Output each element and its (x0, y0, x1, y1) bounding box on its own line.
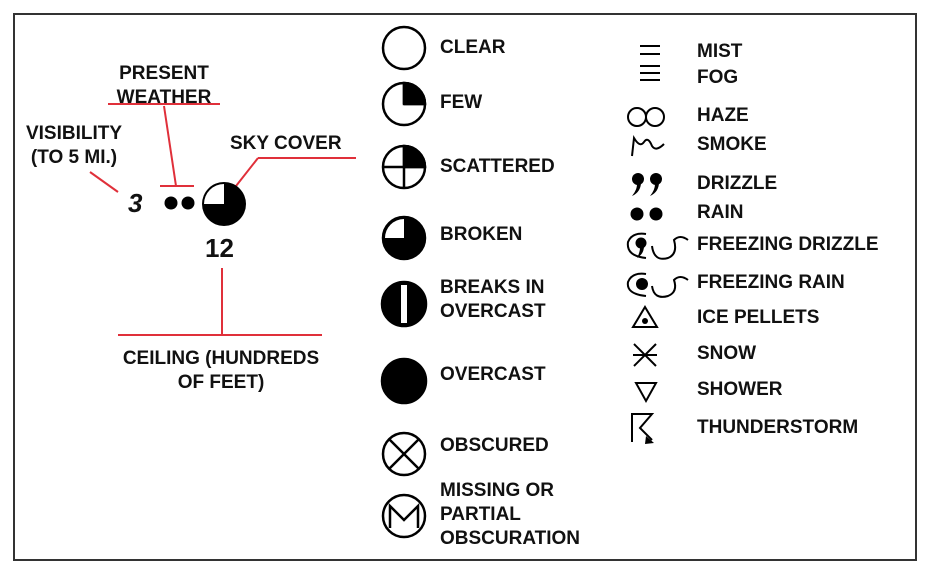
weather-label-thunderstorm: THUNDERSTORM (697, 417, 859, 438)
rain-dot-icon (181, 196, 195, 210)
rain-icon (630, 207, 663, 221)
rain-dot-icon (164, 196, 178, 210)
weather-label-drizzle: DRIZZLE (697, 173, 778, 194)
present-weather-label: PRESENT WEATHER (116, 63, 212, 108)
station-model (89, 103, 356, 336)
thunderstorm-icon (631, 413, 655, 444)
obscured-circle-icon (381, 431, 427, 477)
weather-label-haze: HAZE (697, 105, 749, 126)
diagram-frame (13, 13, 917, 561)
weather-label-freezing-drizzle: FREEZING DRIZZLE (697, 234, 879, 255)
sky-cover-label-clear: CLEAR (440, 37, 506, 58)
weather-label-rain: RAIN (697, 202, 744, 223)
sky-cover-label-overcast: OVERCAST (440, 364, 546, 385)
breaks-in-overcast-icon (380, 280, 428, 328)
visibility-value: 3 (128, 188, 143, 218)
sky-cover-label-few: FEW (440, 92, 483, 113)
station-sky-cover-icon (202, 182, 246, 226)
weather-label-shower: SHOWER (697, 379, 783, 400)
overcast-circle-icon (380, 357, 428, 405)
fog-icon (640, 65, 660, 81)
drizzle-icon (632, 173, 662, 196)
sky-cover-label-breaks: BREAKS IN OVERCAST (440, 277, 546, 322)
broken-circle-icon (381, 215, 427, 261)
weather-label-ice-pellets: ICE PELLETS (697, 307, 820, 328)
sky-cover-leader (235, 157, 259, 187)
freezing-rain-icon (626, 272, 689, 298)
weather-label-mist: MIST (697, 41, 743, 62)
sky-cover-label-broken: BROKEN (440, 224, 523, 245)
sky-cover-label-obscured: OBSCURED (440, 435, 549, 456)
visibility-leader (89, 171, 119, 193)
freezing-drizzle-icon (626, 232, 689, 260)
ceiling-label: CEILING (HUNDREDS OF FEET) (122, 348, 320, 393)
shower-icon (634, 382, 658, 404)
weather-label-fog: FOG (697, 67, 739, 88)
sky-cover-label-missing: MISSING OR PARTIAL OBSCURATION (440, 480, 581, 549)
sky-cover-label: SKY COVER (230, 133, 342, 154)
present-weather-leader (163, 105, 177, 187)
mist-icon (640, 45, 660, 55)
ice-pellets-icon (631, 305, 659, 328)
few-circle-icon (381, 81, 427, 127)
visibility-label: VISIBILITY (TO 5 MI.) (25, 123, 123, 168)
snow-icon (633, 343, 657, 367)
sky-cover-symbols (380, 25, 428, 539)
ceiling-value: 12 (205, 233, 234, 263)
clear-circle-icon (381, 25, 427, 71)
haze-icon (627, 107, 665, 127)
weather-label-smoke: SMOKE (697, 134, 767, 155)
smoke-icon (631, 134, 665, 157)
weather-symbols (626, 45, 689, 444)
scattered-circle-icon (381, 144, 427, 190)
weather-label-snow: SNOW (697, 343, 757, 364)
missing-circle-icon (381, 493, 427, 539)
sky-cover-label-scattered: SCATTERED (440, 156, 555, 177)
weather-label-freezing-rain: FREEZING RAIN (697, 272, 845, 293)
